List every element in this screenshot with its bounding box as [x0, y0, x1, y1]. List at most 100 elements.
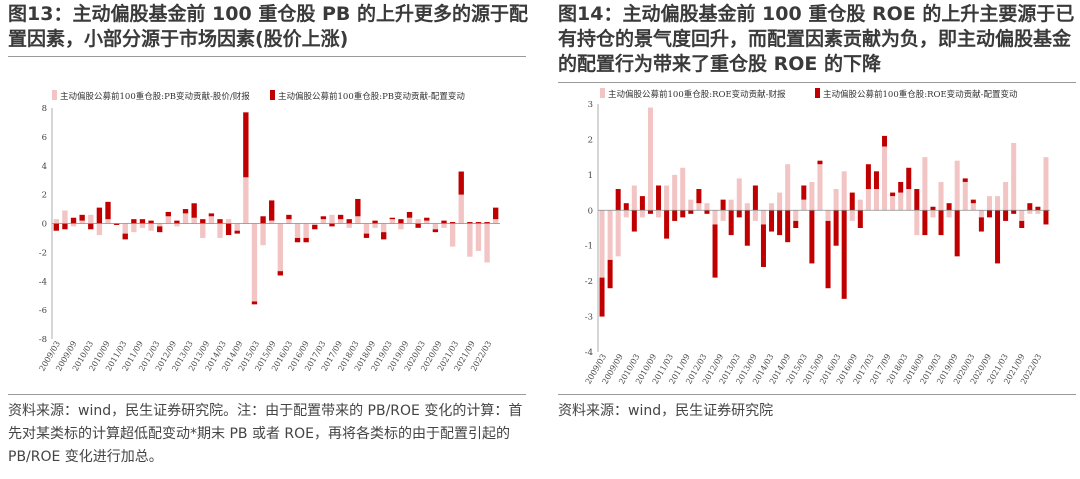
bar-segment [696, 203, 702, 211]
bar-segment [849, 192, 855, 211]
bar-segment [53, 219, 59, 224]
bar-segment [769, 210, 775, 232]
bar-segment [647, 210, 653, 214]
bar-segment [882, 146, 888, 211]
legend-label: 主动偏股公募前100重仓股:ROE变动贡献-财报 [608, 89, 786, 100]
bar-segment [346, 223, 352, 228]
bar-segment [424, 217, 430, 221]
bar-segment [174, 223, 180, 227]
bar-segment [157, 223, 163, 227]
bar-segment [704, 210, 710, 214]
bar-segment [906, 167, 912, 190]
bar-segment [906, 189, 912, 211]
bar-segment [873, 171, 879, 190]
bar-segment [1043, 157, 1049, 211]
bar-segment [372, 220, 378, 224]
bar-segment [174, 220, 180, 224]
bar-segment [946, 210, 952, 218]
bar-segment [363, 233, 370, 238]
bar-segment [303, 223, 309, 238]
bar-segment [736, 210, 742, 218]
bar-segment [320, 219, 327, 224]
bar-segment [760, 210, 766, 225]
bar-segment [1011, 142, 1017, 211]
bar-segment [890, 192, 896, 197]
bar-segment [389, 219, 395, 224]
bar-segment [833, 210, 839, 246]
bar-segment [424, 220, 430, 224]
bar-segment [432, 223, 439, 230]
bar-segment [623, 203, 629, 211]
figure-13-title: 图13：主动偏股基金前 100 重仓股 PB 的上升更多的源于配置因素，小部分源… [8, 3, 528, 50]
bar-segment [898, 192, 904, 211]
title-divider [8, 56, 526, 57]
bar-segment [995, 196, 1001, 211]
bar-segment [672, 174, 678, 211]
y-tick-label: 2 [42, 191, 47, 201]
bar-segment [200, 219, 206, 224]
figure-14-panel: 图14：主动偏股基金前 100 重仓股 ROE 的上升主要源于已有持仓的景气度回… [550, 0, 1080, 479]
bar-segment [260, 223, 266, 246]
bar-segment [1027, 210, 1033, 214]
bar-segment [688, 210, 694, 214]
y-tick-label: 6 [42, 133, 47, 143]
bar-segment [1043, 210, 1049, 225]
y-tick-label: 0 [588, 206, 593, 216]
legend-swatch [52, 90, 57, 100]
bar-segment [165, 211, 171, 217]
bar-segment [294, 237, 301, 243]
bar-segment [962, 178, 968, 182]
bar-segment [269, 220, 275, 224]
bar-segment [148, 220, 154, 224]
bar-segment [914, 189, 920, 211]
bar-segment [449, 222, 456, 224]
bar-segment [53, 223, 59, 231]
bar-segment [599, 277, 605, 317]
figure-14-title: 图14：主动偏股基金前 100 重仓股 ROE 的上升主要源于已有持仓的景气度回… [558, 3, 1075, 75]
bar-segment [329, 223, 335, 227]
bar-segment [607, 210, 613, 260]
bar-segment [225, 219, 232, 224]
bar-segment [930, 210, 936, 218]
bar-segment [415, 219, 421, 224]
bar-segment [449, 223, 456, 247]
bar-segment [157, 226, 163, 233]
bar-segment [105, 219, 111, 224]
bar-segment [346, 219, 352, 224]
bar-segment [182, 213, 189, 224]
bar-segment [865, 164, 871, 190]
y-tick-label: 1 [588, 171, 593, 181]
bar-segment [1003, 210, 1009, 221]
bar-segment [96, 207, 103, 224]
bar-segment [294, 223, 301, 238]
bar-segment [890, 196, 896, 211]
bar-segment [122, 223, 128, 234]
bar-segment [777, 210, 783, 236]
bar-segment [217, 219, 223, 224]
bar-segment [131, 219, 137, 224]
bar-segment [930, 206, 936, 211]
bar-segment [1035, 210, 1041, 214]
y-tick-label: -8 [39, 335, 47, 345]
bar-segment [962, 181, 968, 211]
bar-segment [182, 209, 189, 214]
bar-segment [857, 199, 863, 211]
bar-segment [458, 171, 464, 195]
bar-segment [817, 164, 823, 211]
bar-segment [615, 189, 621, 211]
bar-segment [148, 223, 154, 231]
bar-segment [664, 185, 670, 211]
y-tick-label: -2 [585, 277, 593, 287]
bar-segment [1019, 210, 1025, 221]
bar-segment [320, 216, 327, 220]
source-note: 资料来源：wind，民生证券研究院 [558, 403, 774, 419]
legend-swatch [600, 88, 605, 98]
bar-segment [355, 198, 361, 217]
bar-segment [809, 181, 815, 211]
legend-label: 主动偏股公募前100重仓股:PB变动贡献-股价/财报 [60, 91, 250, 102]
bar-segment [234, 223, 240, 231]
bar-segment [62, 210, 68, 224]
bar-segment [286, 214, 292, 220]
bar-segment [329, 214, 335, 224]
title-divider [558, 82, 1076, 83]
